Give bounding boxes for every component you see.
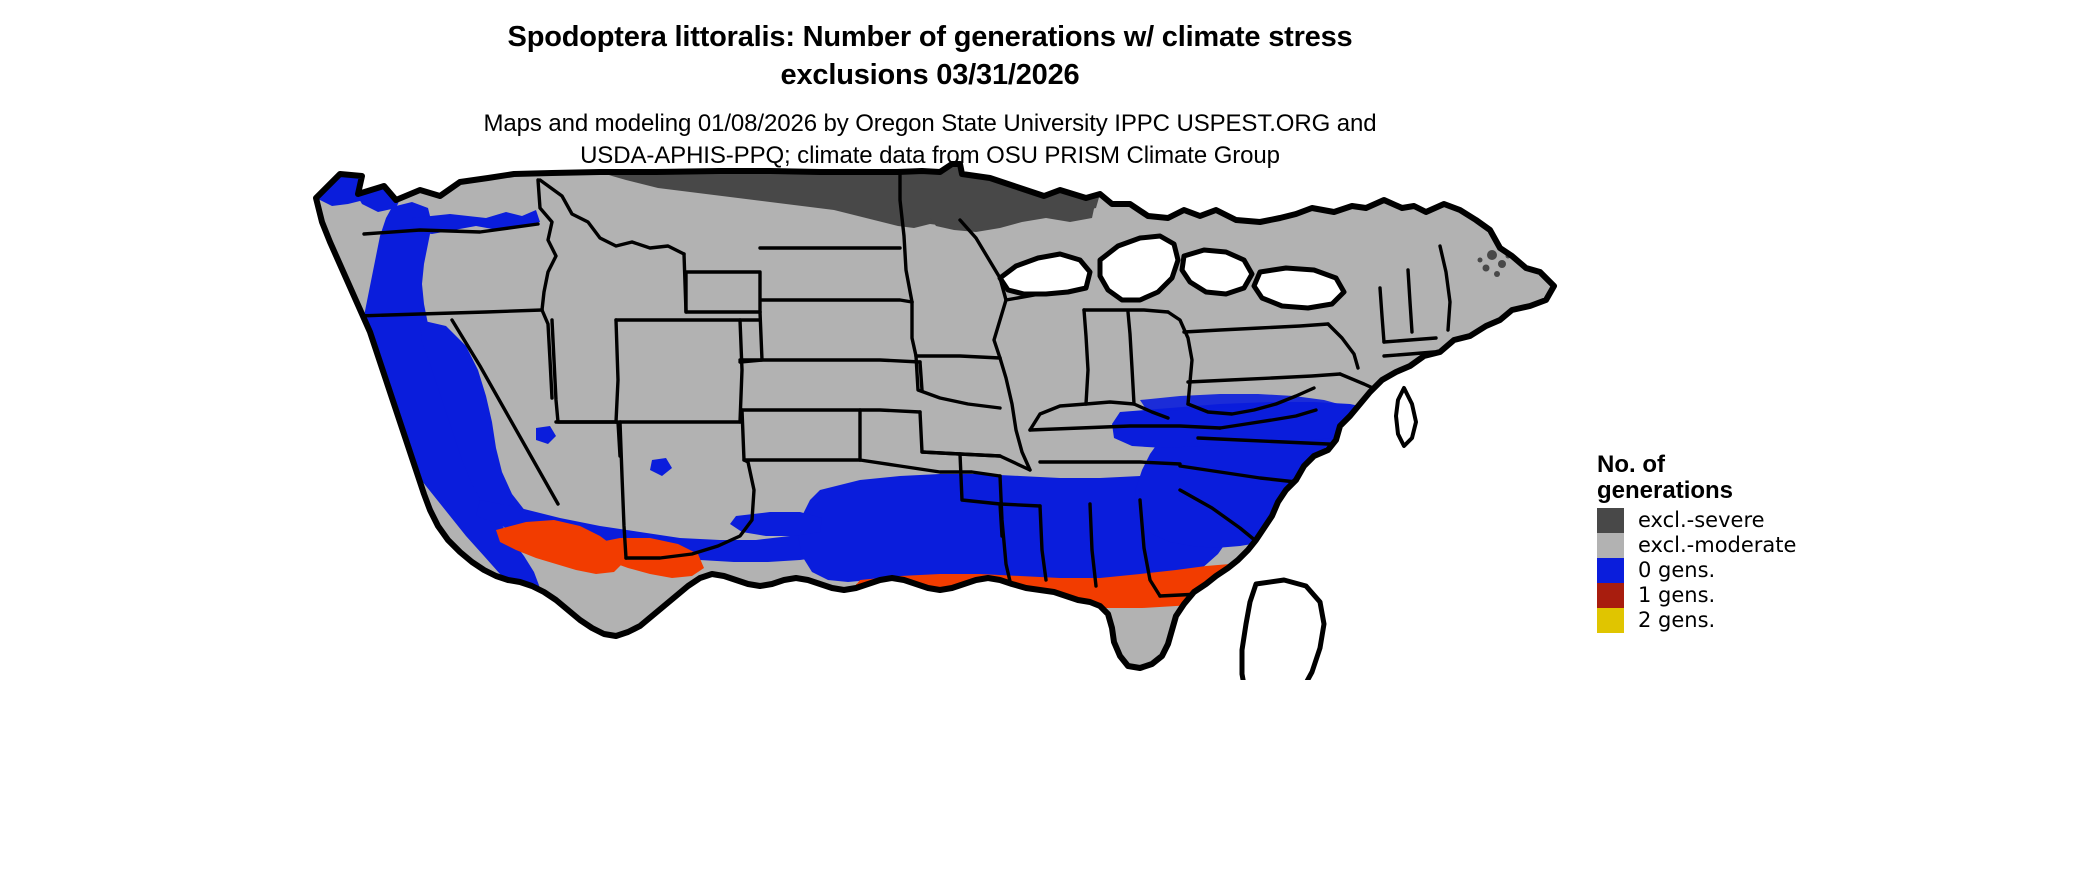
legend-swatch-excl-severe xyxy=(1597,508,1624,533)
legend-swatch-excl-moderate xyxy=(1597,533,1624,558)
us-map-svg xyxy=(313,161,1557,680)
page-subtitle: Maps and modeling 01/08/2026 by Oregon S… xyxy=(483,110,1377,169)
legend-swatch-0-gens xyxy=(1597,558,1624,583)
map-class-2-gens xyxy=(1246,656,1316,668)
title-block: Spodoptera littoralis: Number of generat… xyxy=(0,18,1860,172)
legend-item-2-gens[interactable]: 2 gens. xyxy=(1597,608,1927,633)
map-class-excl-moderate xyxy=(316,164,1554,668)
map-class-excl-severe xyxy=(600,164,1511,277)
legend-item-0-gens[interactable]: 0 gens. xyxy=(1597,558,1927,583)
legend-label-excl-moderate: excl.-moderate xyxy=(1638,533,1797,557)
legend-label-excl-severe: excl.-severe xyxy=(1638,508,1765,532)
legend-swatch-2-gens xyxy=(1597,608,1624,633)
national-outline xyxy=(313,161,1557,680)
legend-item-excl-severe[interactable]: excl.-severe xyxy=(1597,508,1927,533)
legend-label-2-gens: 2 gens. xyxy=(1638,608,1716,632)
legend-title: No. of generations xyxy=(1597,451,1734,504)
legend-item-1-gens[interactable]: 1 gens. xyxy=(1597,583,1927,608)
legend-label-1-gens: 1 gens. xyxy=(1638,583,1716,607)
legend-label-0-gens: 0 gens. xyxy=(1638,558,1716,582)
legend-swatch-1-gens xyxy=(1597,583,1624,608)
legend-item-excl-moderate[interactable]: excl.-moderate xyxy=(1597,533,1927,558)
page-title: Spodoptera littoralis: Number of generat… xyxy=(507,21,1353,91)
us-map xyxy=(300,160,1570,680)
map-legend: No. of generations excl.-severe excl.-mo… xyxy=(1597,452,1927,633)
legend-rows: excl.-severe excl.-moderate 0 gens. 1 ge… xyxy=(1597,508,1927,633)
